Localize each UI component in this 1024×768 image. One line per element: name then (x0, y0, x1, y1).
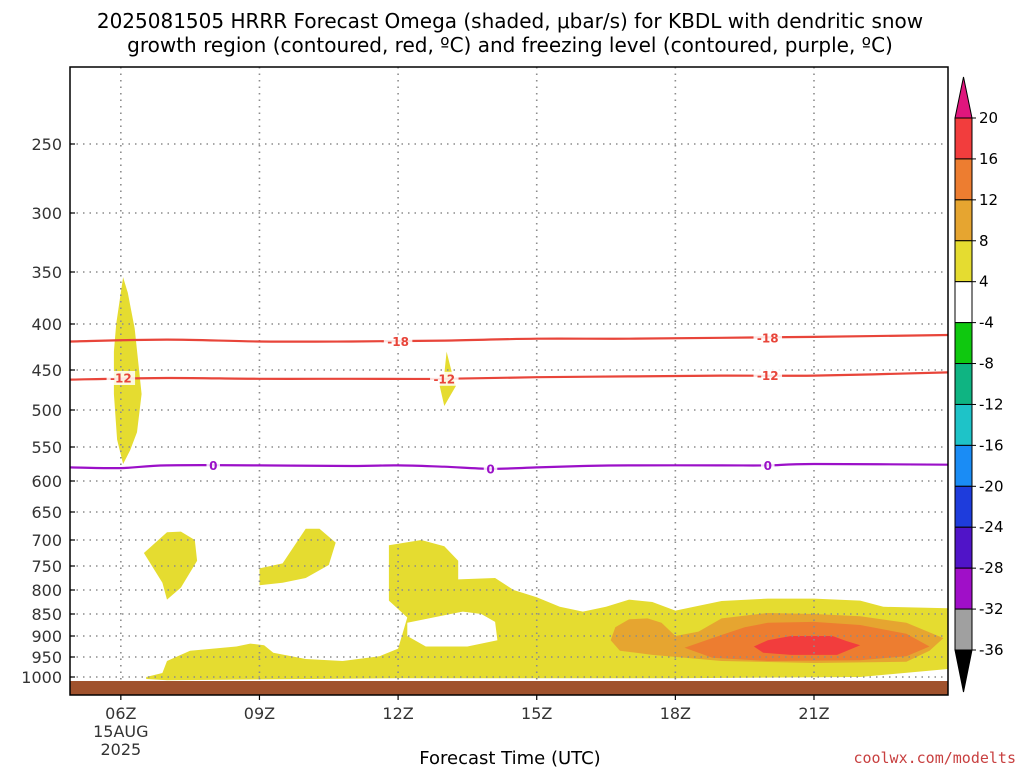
colorbar-bottom-arrow (954, 649, 973, 693)
y-tick-label-450: 450 (31, 361, 62, 380)
colorbar-label-13: -36 (979, 641, 1004, 659)
colorbar-label-0: 20 (979, 109, 998, 127)
contour-label-0-0: 0 (209, 459, 217, 473)
colorbar-swatch-4 (954, 281, 973, 324)
y-tick-label-300: 300 (31, 204, 62, 223)
colorbar-label-5: -4 (979, 314, 994, 332)
contour-label-bg-0-1 (483, 461, 498, 476)
contour-label-minus12-1: -12 (433, 372, 455, 386)
colorbar-swatch-0 (954, 117, 973, 160)
plot-frame (69, 66, 949, 696)
contour-label-bg-minus12-0 (106, 371, 136, 385)
colorbar-label-7: -12 (979, 395, 1004, 413)
colorbar: 20 16 12 8 4 -4 -8 -12 -16 -20 -24 -28 -32 -36 (954, 76, 1004, 693)
y-tick-label-700: 700 (31, 531, 62, 550)
credit-text: coolwx.com/modelts (853, 749, 1016, 767)
y-tick-label-850: 850 (31, 605, 62, 624)
y-tick-label-400: 400 (31, 315, 62, 334)
contour-label-bg-0-0 (206, 458, 221, 473)
colorbar-label-3: 8 (979, 232, 989, 250)
omega-region-3 (259, 528, 336, 586)
y-tick-label-1000: 1000 (21, 668, 62, 687)
x-tick-label-15Z: 15Z (521, 704, 552, 723)
y-tick-label-600: 600 (31, 472, 62, 491)
plot-overlay: -18 -18 -12 -12 -12 0 0 0 250 300 350 400 450 500 550 6… (21, 66, 949, 759)
contour-label-minus18-1: -18 (757, 331, 779, 345)
colorbar-swatch-5 (954, 322, 973, 365)
colorbar-swatch-3 (954, 240, 973, 283)
contour-label-0-2: 0 (764, 459, 772, 473)
contour-label-bg-minus12-1 (430, 371, 459, 386)
x-tick-label-18Z: 18Z (660, 704, 691, 723)
colorbar-label-9: -20 (979, 477, 1004, 495)
colorbar-label-11: -28 (979, 559, 1004, 577)
colorbar-label-12: -32 (979, 600, 1004, 618)
y-tick-label-800: 800 (31, 581, 62, 600)
colorbar-swatch-10 (954, 526, 973, 569)
contour-label-bg-0-2 (761, 458, 775, 473)
x-tick-label-12Z: 12Z (382, 704, 413, 723)
contour-label-bg-minus18-1 (753, 330, 783, 345)
y-tick-label-950: 950 (31, 648, 62, 667)
y-tick-label-550: 550 (31, 438, 62, 457)
colorbar-swatch-6 (954, 363, 973, 405)
y-tick-label-500: 500 (31, 401, 62, 420)
y-tick-label-750: 750 (31, 557, 62, 576)
colorbar-label-6: -8 (979, 355, 994, 373)
contour-label-bg-minus12-2 (753, 368, 783, 383)
omega-region-2 (143, 531, 198, 600)
y-tick-label-350: 350 (31, 263, 62, 282)
x-tick-label-21Z: 21Z (798, 704, 829, 723)
contour-label-minus18-0: -18 (387, 335, 409, 349)
contour-label-minus12-0: -12 (110, 372, 132, 386)
colorbar-swatch-8 (954, 444, 973, 487)
x-axis-label: Forecast Time (UTC) (419, 748, 600, 768)
y-tick-label-250: 250 (31, 135, 62, 154)
colorbar-swatch-2 (954, 199, 973, 242)
omega-region-0 (113, 277, 142, 464)
plot-area (70, 67, 948, 695)
contour-label-0-1: 0 (486, 462, 494, 476)
x-tick-label-06Z: 06Z (105, 704, 136, 723)
x-tick-label-09Z: 09Z (244, 704, 275, 723)
colorbar-label-10: -24 (979, 518, 1004, 536)
colorbar-swatch-9 (954, 485, 973, 528)
y-tick-label-650: 650 (31, 503, 62, 522)
contour-label-bg-minus18-0 (383, 334, 413, 349)
ground-strip (70, 681, 948, 695)
colorbar-label-2: 12 (979, 191, 998, 209)
colorbar-swatch-12 (954, 608, 973, 651)
colorbar-label-4: 4 (979, 273, 989, 291)
y-tick-label-900: 900 (31, 627, 62, 646)
colorbar-swatch-1 (954, 158, 973, 201)
chart-title-line-2: growth region (contoured, red, ºC) and f… (127, 33, 893, 57)
chart-title-line-1: 2025081505 HRRR Forecast Omega (shaded, … (97, 9, 923, 33)
omega-region-7 (753, 636, 861, 655)
colorbar-label-1: 16 (979, 150, 998, 168)
x-tick-sublabel-0: 15AUG (93, 722, 148, 741)
x-tick-sublabel-1: 2025 (100, 740, 141, 759)
colorbar-label-8: -16 (979, 436, 1004, 454)
colorbar-top-arrow (954, 76, 973, 119)
contour-label-minus12-2: -12 (757, 369, 779, 383)
colorbar-swatch-11 (954, 567, 973, 610)
colorbar-swatch-7 (954, 403, 973, 446)
